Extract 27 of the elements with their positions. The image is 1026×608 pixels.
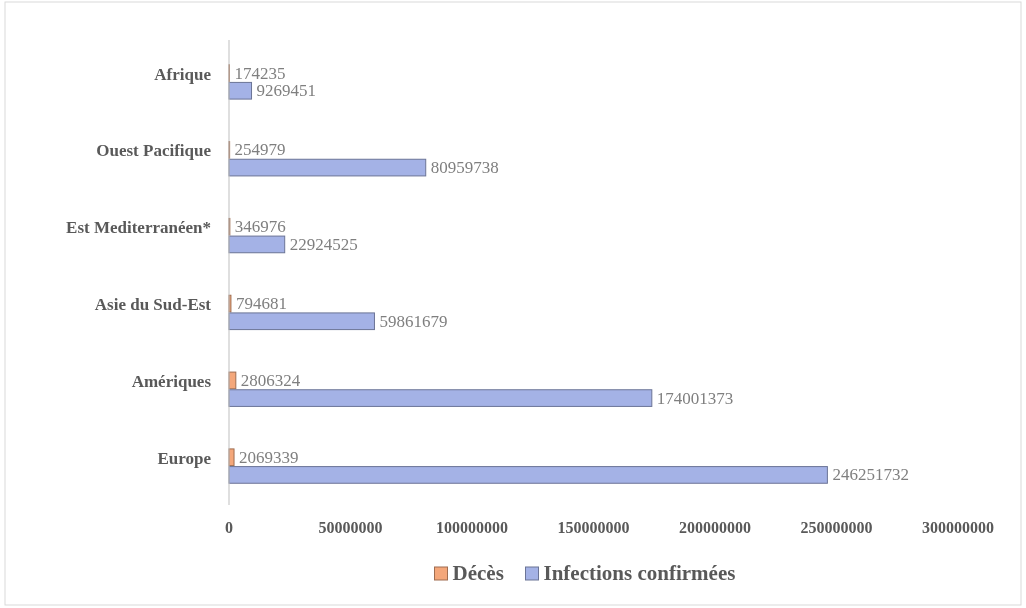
data-label: 174001373 [656,388,734,408]
y-tick-label: Ouest Pacifique [96,141,212,161]
data-label: 2069339 [239,447,299,467]
data-label: 80959738 [430,158,499,178]
x-tick-label: 250000000 [800,519,873,536]
y-tick-label: Est Mediterranéen* [66,218,211,238]
y-tick-label: Europe [157,448,212,468]
x-tick-label: 300000000 [922,519,994,536]
data-label: 346976 [234,217,286,237]
x-tick-label: 150000000 [557,519,630,536]
data-label: 174235 [234,63,286,83]
data-label: 59861679 [379,311,448,331]
data-label: 254979 [234,140,286,160]
x-tick-label: 200000000 [679,519,751,536]
x-tick-label: 100000000 [436,519,508,536]
y-tick-label: Asie du Sud-Est [94,295,212,315]
x-tick-label: 0 [225,519,233,536]
x-tick-label: 50000000 [318,519,383,536]
data-label: 22924525 [289,234,358,254]
y-tick-label: Afrique [154,64,212,84]
data-label: 9269451 [256,81,317,101]
legend-label: Infections confirmées [543,561,736,585]
data-label: 794681 [235,294,287,314]
legend-label: Décès [452,561,504,585]
y-tick-label: Amériques [131,371,212,391]
data-label: 246251732 [832,465,909,485]
data-label: 2806324 [240,370,301,390]
